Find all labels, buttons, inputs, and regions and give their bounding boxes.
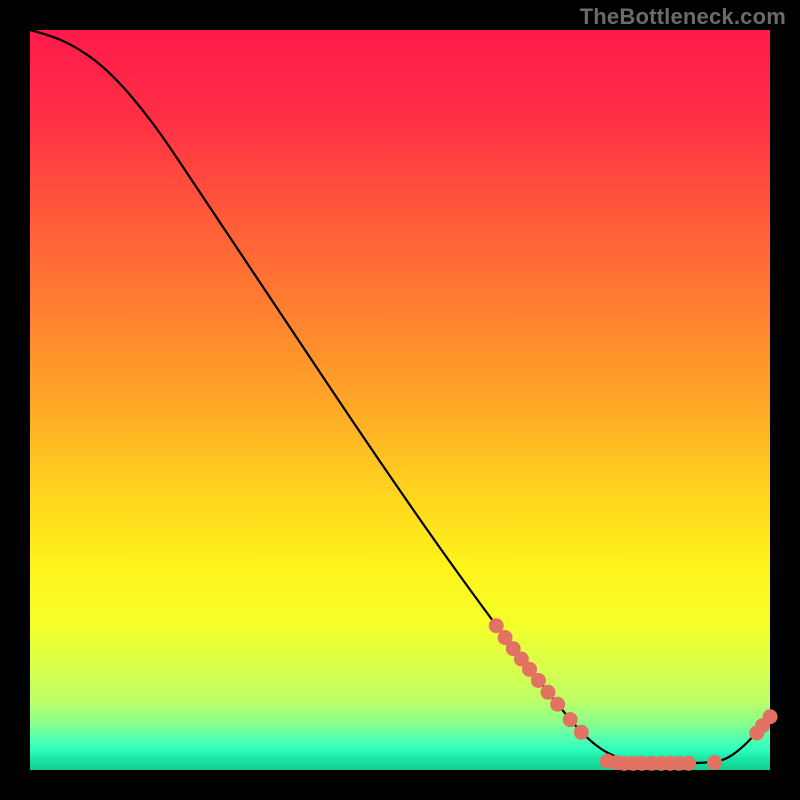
bottleneck-chart bbox=[0, 0, 800, 800]
data-marker bbox=[550, 697, 565, 712]
data-marker bbox=[489, 618, 504, 633]
watermark-text: TheBottleneck.com bbox=[580, 4, 786, 30]
data-marker bbox=[707, 755, 722, 770]
data-marker bbox=[681, 756, 696, 771]
data-marker bbox=[574, 725, 589, 740]
data-marker bbox=[563, 712, 578, 727]
plot-gradient-background bbox=[30, 30, 770, 770]
data-marker bbox=[531, 673, 546, 688]
chart-container: { "meta": { "watermark_text": "TheBottle… bbox=[0, 0, 800, 800]
data-marker bbox=[541, 685, 556, 700]
data-marker bbox=[763, 709, 778, 724]
